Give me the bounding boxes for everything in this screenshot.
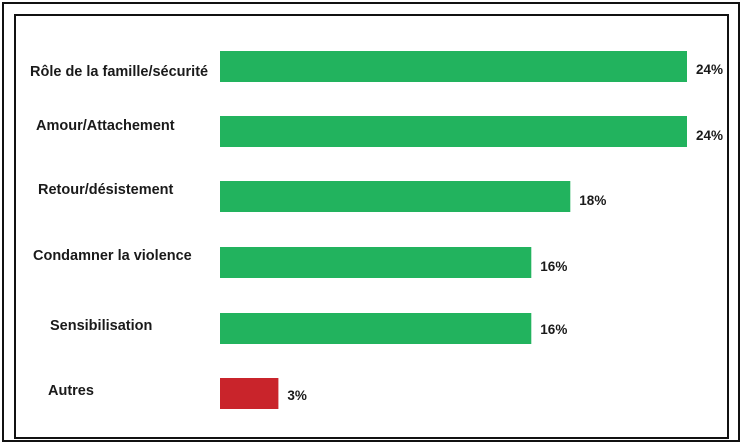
- bar: [220, 313, 532, 344]
- chart-frame-inner: [14, 14, 729, 439]
- category-label: Retour/désistement: [38, 182, 174, 198]
- category-label: Amour/Attachement: [36, 118, 175, 134]
- bar: [220, 247, 532, 278]
- value-label: 18%: [579, 193, 606, 208]
- category-label: Autres: [48, 383, 94, 399]
- value-label: 24%: [696, 62, 723, 77]
- bar: [220, 378, 279, 409]
- value-label: 16%: [540, 259, 567, 274]
- value-label: 16%: [540, 322, 567, 337]
- value-label: 24%: [696, 128, 723, 143]
- value-label: 3%: [287, 388, 307, 403]
- category-label: Sensibilisation: [50, 318, 152, 334]
- category-label: Condamner la violence: [33, 248, 192, 264]
- bar: [220, 51, 687, 82]
- category-label: Rôle de la famille/sécurité: [30, 64, 208, 80]
- bar: [220, 116, 687, 147]
- bar: [220, 181, 571, 212]
